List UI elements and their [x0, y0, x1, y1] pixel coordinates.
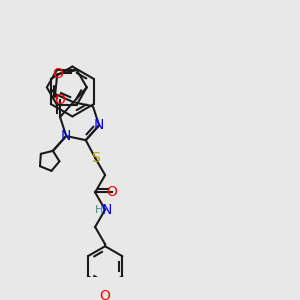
Text: H: H [95, 205, 103, 215]
Text: S: S [91, 151, 100, 165]
Text: N: N [61, 129, 71, 143]
Text: O: O [55, 93, 65, 107]
Text: O: O [107, 185, 118, 200]
Text: N: N [94, 118, 104, 132]
Text: N: N [102, 203, 112, 217]
Text: O: O [100, 289, 111, 300]
Text: O: O [52, 67, 63, 81]
